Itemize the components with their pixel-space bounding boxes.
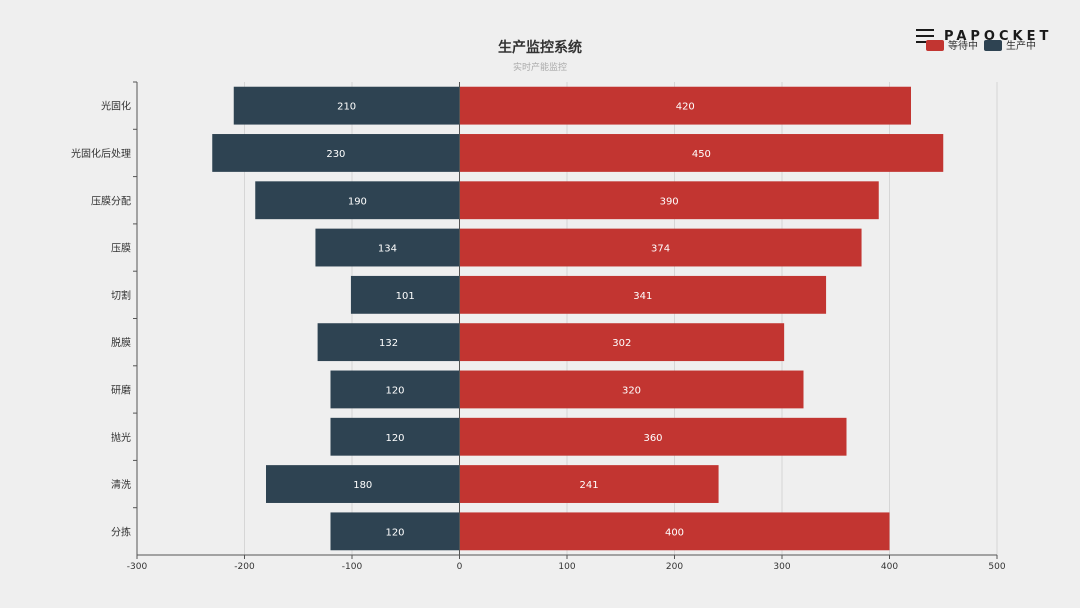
bar-producing bbox=[233, 86, 460, 125]
bar-label-waiting: 320 bbox=[622, 385, 641, 396]
legend-label: 生产中 bbox=[1006, 39, 1036, 52]
x-tick-label: -300 bbox=[127, 562, 148, 572]
bar-label-producing: 134 bbox=[378, 244, 397, 255]
category-label: 压膜分配 bbox=[91, 195, 131, 207]
bar-label-waiting: 341 bbox=[633, 291, 652, 302]
bar-label-producing: 120 bbox=[385, 527, 404, 538]
bar-label-producing: 132 bbox=[379, 338, 398, 349]
bar-label-waiting: 400 bbox=[665, 527, 684, 538]
bar-producing bbox=[317, 323, 460, 362]
category-label: 光固化 bbox=[101, 100, 131, 113]
brand-name: PAPOCKET bbox=[944, 28, 1053, 44]
bar-label-producing: 190 bbox=[348, 196, 367, 207]
bar-waiting bbox=[459, 465, 719, 503]
x-tick-label: 300 bbox=[773, 562, 790, 572]
bar-label-producing: 120 bbox=[385, 433, 404, 444]
category-label: 抛光 bbox=[111, 431, 131, 444]
x-tick-label: 0 bbox=[457, 562, 463, 572]
x-tick-label: 200 bbox=[666, 562, 683, 572]
bar-waiting bbox=[459, 86, 911, 125]
bar-producing bbox=[266, 465, 460, 503]
bar-label-producing: 180 bbox=[353, 480, 372, 491]
chart-title: 生产监控系统 bbox=[498, 39, 582, 56]
bar-producing bbox=[330, 417, 460, 456]
bar-producing bbox=[330, 512, 460, 551]
bar-label-producing: 210 bbox=[337, 102, 356, 113]
category-label: 光固化后处理 bbox=[71, 147, 131, 160]
bar-label-waiting: 374 bbox=[651, 244, 670, 255]
category-label: 脱膜 bbox=[111, 336, 131, 349]
category-label: 分拣 bbox=[111, 525, 131, 538]
bar-label-waiting: 420 bbox=[676, 102, 695, 113]
bar-label-waiting: 302 bbox=[612, 338, 631, 349]
x-tick-label: 400 bbox=[881, 562, 898, 572]
bar-label-producing: 120 bbox=[385, 385, 404, 396]
x-tick-label: 100 bbox=[558, 562, 575, 572]
bar-waiting bbox=[459, 134, 944, 172]
category-label: 清洗 bbox=[111, 478, 131, 491]
bar-label-waiting: 360 bbox=[643, 433, 662, 444]
legend-label: 等待中 bbox=[948, 39, 978, 52]
category-label: 压膜 bbox=[111, 243, 131, 255]
bar-waiting bbox=[459, 181, 879, 220]
bar-label-producing: 101 bbox=[396, 291, 415, 302]
legend-swatch bbox=[984, 40, 1002, 51]
bar-waiting bbox=[459, 275, 827, 314]
x-tick-label: -200 bbox=[234, 562, 255, 572]
bar-producing bbox=[330, 370, 460, 409]
bar-waiting bbox=[459, 512, 890, 551]
legend-swatch bbox=[926, 40, 944, 51]
x-tick-label: -100 bbox=[342, 562, 363, 572]
bar-producing bbox=[212, 134, 460, 172]
bar-producing bbox=[255, 181, 460, 220]
bar-producing bbox=[350, 275, 460, 314]
bar-producing bbox=[315, 228, 460, 267]
menu-icon[interactable] bbox=[916, 29, 934, 43]
bar-waiting bbox=[459, 323, 785, 362]
bar-waiting bbox=[459, 228, 862, 267]
bar-label-waiting: 450 bbox=[692, 149, 711, 160]
bar-waiting bbox=[459, 370, 804, 409]
brand-logo[interactable]: PAPOCKET bbox=[916, 26, 1052, 46]
category-label: 研磨 bbox=[111, 384, 131, 396]
bar-waiting bbox=[459, 417, 847, 456]
chart-subtitle: 实时产能监控 bbox=[513, 61, 567, 73]
x-tick-label: 500 bbox=[988, 562, 1005, 572]
bar-label-producing: 230 bbox=[326, 149, 345, 160]
bar-label-waiting: 390 bbox=[660, 196, 679, 207]
bar-label-waiting: 241 bbox=[579, 480, 598, 491]
category-label: 切割 bbox=[111, 289, 131, 302]
